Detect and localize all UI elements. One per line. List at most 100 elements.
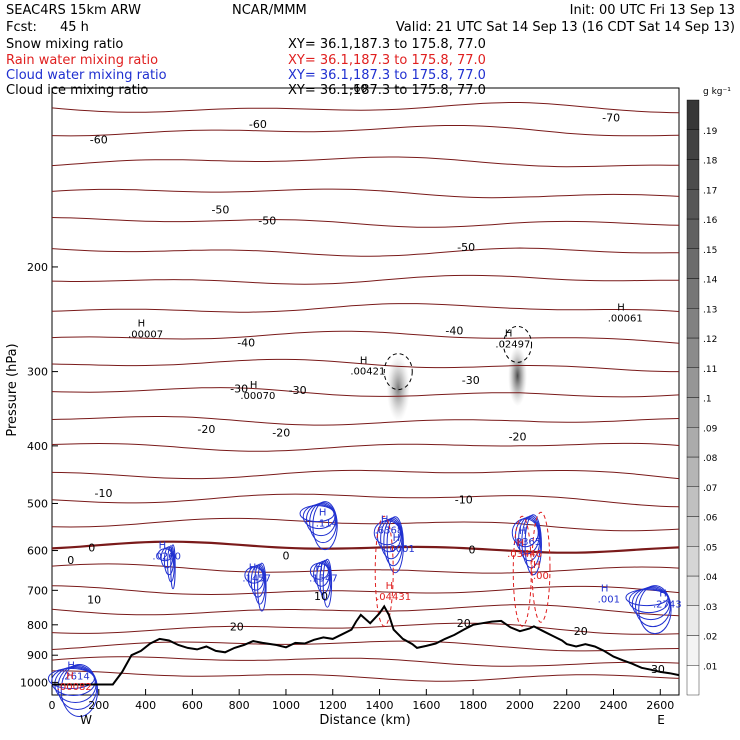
maximum-marker: H [319,507,327,518]
maximum-value-label: .1457 [242,573,271,584]
x-axis-label: Distance (km) [319,713,410,728]
colorbar-level-label: .12 [703,335,717,345]
cloud-water-contour [163,546,175,576]
colorbar-swatch [686,129,700,160]
maximum-value-label: .1547 [309,573,338,584]
colorbar-swatch [686,337,700,368]
isotherm-line [51,604,680,617]
y-tick-label: 200 [27,261,48,274]
colorbar-level-label: .13 [703,305,717,315]
west-endpoint-label: W [80,713,92,727]
colorbar-swatch [686,427,700,458]
maximum-marker: H [315,562,323,573]
isotherm-label: -50 [457,241,475,254]
y-tick-label: 1000 [20,676,48,689]
isotherm-line [52,670,680,682]
cloud-water-field-label: Cloud water mixing ratio [6,68,167,83]
isotherm-label: 10 [314,590,328,603]
colorbar-swatch [686,546,700,577]
colorbar-level-label: .05 [703,543,717,553]
maximum-marker: H [249,562,257,573]
model-title: SEAC4RS 15km ARW [6,3,141,18]
x-tick-label: 2600 [646,699,674,712]
isotherm-label: -60 [349,82,367,95]
plot-area: -60 -60 -50 -50 -50 -40 -40 -30 -30 -30 -20 -20 -20 -… [20,82,682,718]
colorbar-swatch [686,635,700,666]
maximum-marker: H [519,526,527,537]
maximum-value-label: .02497 [495,339,530,350]
colorbar-level-label: .15 [703,246,717,256]
isotherm-line [51,188,680,199]
colorbar-swatch [686,397,700,428]
cloud-water-contour [257,562,267,612]
colorbar-level-label: .09 [703,424,718,434]
cloud-water-contour [57,665,98,711]
forecast-label: Fcst: [6,20,37,35]
y-tick-label: 700 [27,584,48,597]
isotherm-line [51,469,680,480]
temperature-isotherms [51,102,680,682]
colorbar-level-label: .11 [703,365,717,375]
colorbar-swatch [686,159,700,190]
maximum-value-label: .00070 [240,391,275,402]
y-tick-label: 400 [27,440,48,453]
y-tick-label: 800 [27,619,48,632]
isotherm-line [51,517,680,532]
y-axis: 200 300 400 500 600 700 800 900 1000 [20,261,58,689]
colorbar-swatch [686,278,700,309]
isotherm-line [51,217,680,228]
maximum-marker: H [381,514,389,525]
colorbar-level-label: .04 [703,573,718,583]
x-tick-label: 2400 [599,699,627,712]
isotherm-line [51,274,679,285]
cloud-water-contour [322,558,333,608]
isotherm-line [51,563,680,574]
maximum-marker: H [505,328,513,339]
init-time: Init: 00 UTC Fri 13 Sep 13 [570,3,735,18]
colorbar-swatch [686,367,700,398]
isotherm-label: 0 [468,544,475,557]
colorbar-level-label: .07 [703,484,717,494]
cloud-water-contour [244,566,264,584]
isotherm-label: -30 [289,384,307,397]
rain-field-xy: XY= 36.1,187.3 to 175.8, 77.0 [288,53,486,68]
isotherm-label: 20 [457,617,471,630]
isotherm-line [51,622,680,635]
maximum-value-label: .00007 [128,330,163,341]
maximum-value-label: .8365 [513,537,542,548]
maximum-marker: H [601,584,609,595]
cloud-water-contour [635,586,671,628]
colorbar-level-label: .1 [703,395,712,405]
maximum-value-label: .00082 [57,682,92,693]
cloud-water-field-xy: XY= 36.1,187.3 to 175.8, 77.0 [288,68,486,83]
colorbar-swatch [686,665,700,696]
maximum-marker: H [67,661,75,672]
maximum-value-label: .114 [316,518,338,529]
isotherm-label: -50 [258,214,276,227]
x-tick-label: 2200 [553,699,581,712]
isotherm-labels: -60 -60 -50 -50 -50 -40 -40 -30 -30 -30 -20 -20 -20 -… [67,82,665,676]
cloud-water-contour [524,514,542,576]
isotherm-label: -70 [602,111,620,124]
maximum-marker: H [250,380,258,391]
isotherm-label: 0 [67,554,74,567]
colorbar-level-label: .16 [703,216,718,226]
rain-water-contour [374,515,394,627]
maximum-value-label: .00061 [608,313,643,324]
isotherm-line [51,416,680,426]
maximum-marker: H [517,538,525,549]
colorbar-swatch [686,516,700,547]
rain-field-label: Rain water mixing ratio [6,53,158,68]
isotherm-label: 20 [574,625,588,638]
isotherm-line [51,493,680,508]
isotherm-line [51,358,679,373]
y-axis-label: Pressure (hPa) [5,343,20,436]
y-tick-label: 900 [27,649,48,662]
snow-shading-blob [508,345,528,407]
cloud-water-contour [631,587,671,621]
maximum-value-label: .0001 [386,544,415,555]
cloud-water-contour [638,585,672,635]
cloud-ice-contour [503,325,533,363]
isotherm-label: -60 [90,133,108,146]
maximum-value-label: .04431 [376,592,411,603]
